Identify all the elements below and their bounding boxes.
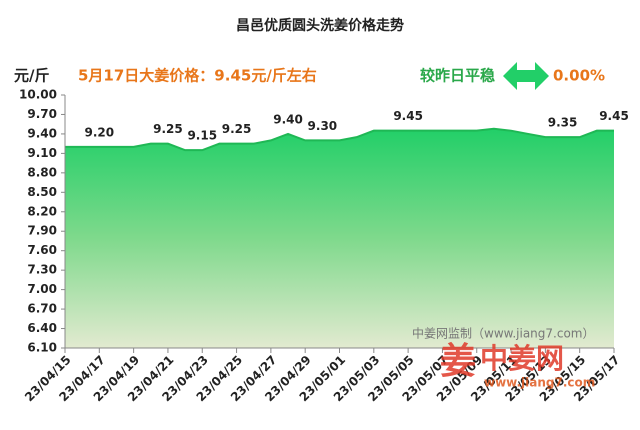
change-value: 0.00% — [553, 67, 605, 85]
change-arrow — [503, 62, 549, 90]
data-label: 9.20 — [85, 125, 115, 139]
y-tick-label: 7.90 — [27, 224, 57, 238]
data-label: 9.45 — [599, 109, 629, 123]
y-tick-label: 6.40 — [27, 321, 57, 335]
logo-icon: 姜 — [440, 341, 476, 382]
annotation: 5月17日大姜价格：9.45元/斤左右 — [78, 67, 317, 85]
data-label: 9.40 — [273, 112, 303, 126]
logo: 中姜网 — [480, 342, 564, 375]
y-axis-label: 元/斤 — [14, 67, 49, 85]
area — [65, 128, 614, 348]
y-tick-label: 8.20 — [27, 204, 57, 218]
y-tick-label: 9.70 — [27, 107, 57, 121]
y-tick-label: 10.00 — [19, 88, 57, 102]
y-tick-label: 6.70 — [27, 302, 57, 316]
y-tick-label: 7.00 — [27, 282, 57, 296]
y-tick-label: 9.10 — [27, 146, 57, 160]
y-tick-label: 8.50 — [27, 185, 57, 199]
line — [65, 127, 614, 152]
data-label: 9.35 — [548, 116, 578, 130]
y-tick-label: 6.10 — [27, 341, 57, 355]
chart-title: 昌邑优质圆头洗姜价格走势 — [236, 17, 404, 34]
y-tick-label: 7.30 — [27, 263, 57, 277]
data-label: 9.15 — [187, 129, 217, 143]
data-label: 9.30 — [308, 119, 338, 133]
watermark: 中姜网监制（www.jiang7.com） — [412, 326, 594, 341]
y-tick-label: 8.80 — [27, 165, 57, 179]
y-tick-label: 7.60 — [27, 243, 57, 257]
logo-url: www.jiang7.com — [484, 376, 595, 390]
data-label: 9.25 — [153, 122, 183, 136]
y-tick-label: 9.40 — [27, 126, 57, 140]
data-label: 9.45 — [393, 109, 423, 123]
change-label: 较昨日平稳 — [420, 67, 495, 85]
data-label: 9.25 — [222, 122, 252, 136]
